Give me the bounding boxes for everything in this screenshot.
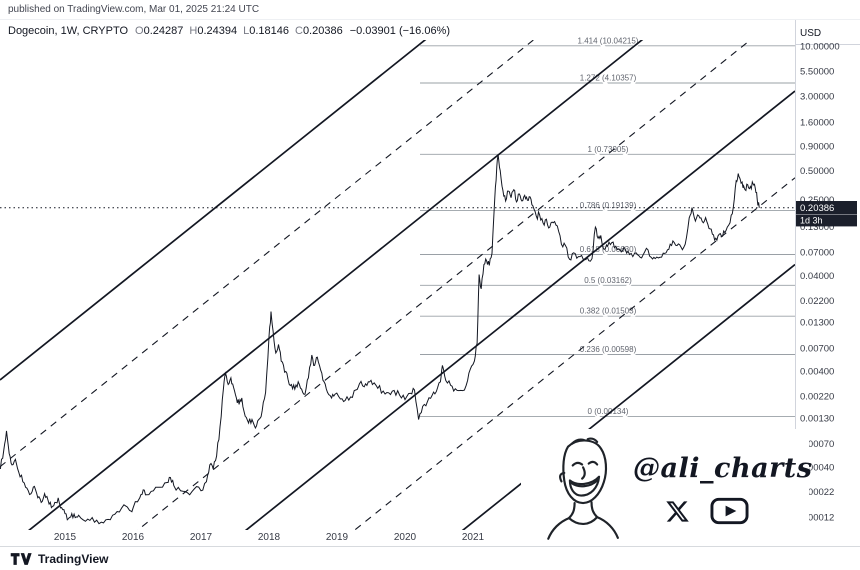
price-tick-label: 0.00130 — [800, 413, 834, 424]
price-tick-label: 0.00022 — [800, 487, 834, 498]
tradingview-logo-text[interactable]: TradingView — [38, 551, 109, 566]
channel-line-solid — [244, 90, 795, 530]
price-tick-label: 0.00070 — [800, 439, 834, 450]
price-tick-label: 0.07000 — [800, 248, 834, 259]
chart-legend: Dogecoin, 1W, CRYPTO O 0.24287 H 0.24394 L 0.… — [8, 25, 450, 37]
channel-line-dashed — [0, 40, 535, 468]
youtube-logo-icon[interactable] — [710, 497, 749, 525]
fib-level-label: 1.272 (4.10357) — [580, 74, 637, 83]
price-tick-label: 0.00012 — [800, 512, 834, 523]
channel-line-dashed — [136, 40, 752, 530]
year-label: 2020 — [394, 532, 417, 543]
ohlc-values: O 0.24287 H 0.24394 L 0.18146 C 0.20386 — [135, 25, 343, 37]
price-tick-label: 0.25000 — [800, 195, 834, 206]
year-label: 2021 — [462, 532, 485, 543]
channel-line-solid — [0, 40, 427, 381]
published-text: published on TradingView.com, Mar 01, 20… — [8, 4, 260, 15]
price-tick-label: 0.02200 — [800, 296, 834, 307]
signature-links — [665, 497, 749, 525]
ohlc-pair: H 0.24394 — [189, 25, 238, 37]
tradingview-logo-icon[interactable] — [10, 552, 32, 566]
change-value: −0.03901 (−16.06%) — [349, 25, 451, 37]
fib-level-label: 0.786 (0.19139) — [580, 201, 637, 210]
price-curve — [0, 155, 760, 525]
price-tick-label: 5.50000 — [800, 66, 834, 77]
price-tick-label: 0.13000 — [800, 222, 834, 233]
attribution-bar: TradingView — [0, 546, 860, 570]
ohlc-pair: C 0.20386 — [294, 25, 343, 37]
fib-retracement: 1.414 (10.04215) 1.272 (4.10357) 1 (0.7390… — [420, 35, 795, 418]
currency-label: USD — [800, 28, 821, 39]
ali-face-drawing — [547, 437, 619, 540]
fib-level-label: 1 (0.73905) — [588, 145, 629, 154]
last-price-badge-text: 0.20386 — [800, 203, 834, 214]
fib-level-label: 1.414 (10.04215) — [578, 36, 639, 45]
year-label: 2017 — [190, 532, 213, 543]
channel-line-dashed — [353, 177, 795, 530]
published-bar: published on TradingView.com, Mar 01, 20… — [0, 0, 860, 20]
price-tick-label: 10.00000 — [800, 42, 840, 53]
fib-level-label: 0.236 (0.00598) — [580, 345, 637, 354]
channel-line-solid — [461, 263, 795, 530]
year-label: 2015 — [54, 532, 77, 543]
price-tick-label: 0.00400 — [800, 367, 834, 378]
price-tick-label: 0.00220 — [800, 392, 834, 403]
price-tick-label: 0.01300 — [800, 318, 834, 329]
price-tick-label: 0.04000 — [800, 271, 834, 282]
time-scale: 2015 2016 2017 2018 2019 2020 2021 — [54, 532, 485, 543]
price-tick-label: 3.00000 — [800, 92, 834, 103]
symbol-title: Dogecoin, 1W, CRYPTO — [8, 25, 129, 37]
ohlc-pair: L 0.18146 — [243, 25, 289, 37]
last-price-badge — [796, 201, 857, 214]
year-label: 2016 — [122, 532, 145, 543]
fib-level-label: 0 (0.00134) — [588, 407, 629, 416]
x-logo-icon[interactable] — [665, 499, 690, 524]
price-tick-label: 1.60000 — [800, 118, 834, 129]
fib-level-label: 0.382 (0.01503) — [580, 307, 637, 316]
price-tick-label: 0.00700 — [800, 343, 834, 354]
price-scale: 10.00000 5.50000 3.00000 1.60000 0.90000 0.50… — [800, 42, 840, 524]
fib-level-label: 0.5 (0.03162) — [584, 276, 632, 285]
parallel-channel — [0, 40, 795, 530]
signature-overlay: @ali_charts — [521, 429, 813, 547]
price-tick-label: 0.50000 — [800, 166, 834, 177]
countdown-badge — [796, 214, 857, 227]
year-label: 2018 — [258, 532, 281, 543]
ohlc-pair: O 0.24287 — [135, 25, 184, 37]
fib-level-label: 0.618 (0.06630) — [580, 245, 637, 254]
year-label: 2019 — [326, 532, 349, 543]
price-tick-label: 0.90000 — [800, 142, 834, 153]
countdown-badge-text: 1d 3h — [800, 216, 823, 226]
price-tick-label: 0.00040 — [800, 462, 834, 473]
channel-line-solid — [28, 40, 644, 530]
twitter-handle: @ali_charts — [633, 453, 813, 484]
